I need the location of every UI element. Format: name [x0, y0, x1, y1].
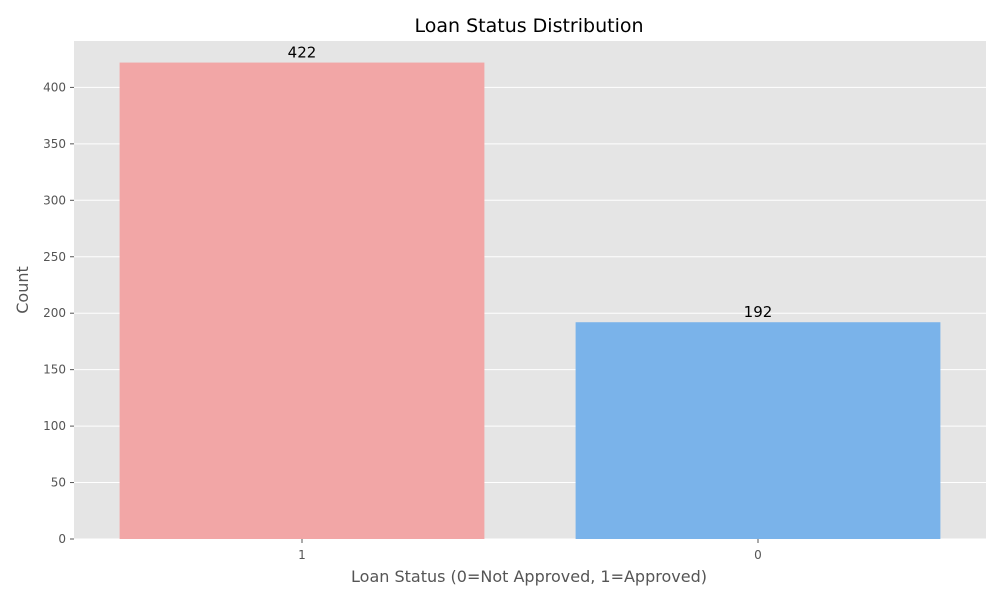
bars: [119, 62, 941, 540]
y-tick-label: 150: [43, 363, 66, 377]
y-tick-label: 300: [43, 193, 66, 207]
x-tick-label: 1: [298, 548, 306, 562]
y-tick-label: 200: [43, 306, 66, 320]
x-axis-label: Loan Status (0=Not Approved, 1=Approved): [351, 567, 707, 586]
y-tick-label: 350: [43, 137, 66, 151]
y-axis-label: Count: [13, 266, 32, 314]
bar-0: [575, 322, 941, 539]
y-tick-label: 100: [43, 419, 66, 433]
chart-title: Loan Status Distribution: [414, 15, 643, 37]
data-label-1: 422: [288, 44, 317, 62]
y-tick-label: 400: [43, 80, 66, 94]
y-tick-label: 250: [43, 250, 66, 264]
y-tick-label: 50: [51, 476, 66, 490]
data-labels: 422 192: [288, 44, 773, 322]
data-label-0: 192: [744, 303, 773, 321]
y-tick-label: 0: [58, 532, 66, 546]
x-tick-label: 0: [754, 548, 762, 562]
y-axis-ticks: 0 50 100 150 200 250 300 350 400: [43, 80, 74, 546]
bar-1: [119, 62, 485, 540]
